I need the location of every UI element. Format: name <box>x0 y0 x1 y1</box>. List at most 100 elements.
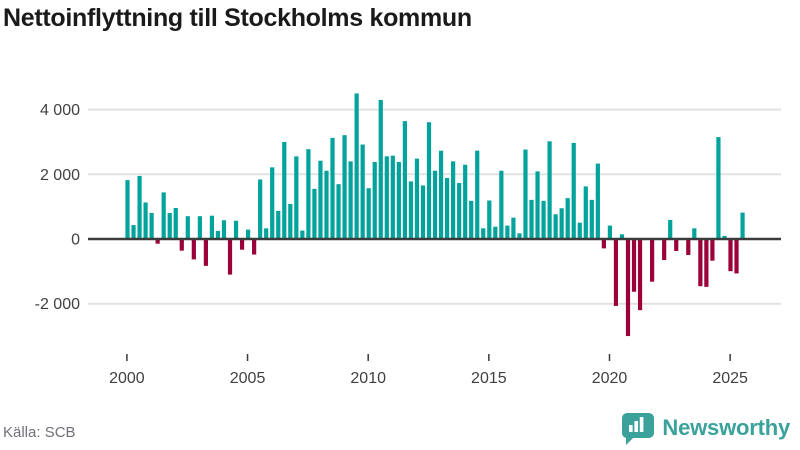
bar-2020-Q1 <box>607 225 612 239</box>
newsworthy-logo-link[interactable]: Newsworthy <box>620 410 790 446</box>
bar-2007-Q4 <box>312 188 317 239</box>
bar-2002-Q3 <box>185 216 190 239</box>
bar-2004-Q1 <box>221 220 227 239</box>
bar-2011-Q2 <box>396 162 401 239</box>
bar-2008-Q1 <box>318 160 323 239</box>
logo-exclamation-dot <box>640 428 644 432</box>
x-axis-label-2010: 2010 <box>350 370 386 387</box>
bar-2011-Q1 <box>390 155 395 239</box>
bar-2023-Q3 <box>692 228 697 239</box>
bar-2001-Q2 <box>155 239 160 244</box>
x-tick-2025 <box>729 354 731 361</box>
logo-bar-medium <box>634 421 639 432</box>
bar-2022-Q3 <box>668 219 673 239</box>
bar-2008-Q4 <box>336 184 341 239</box>
bar-2017-Q3 <box>547 141 552 239</box>
bar-2025-Q3 <box>740 212 745 239</box>
bar-2004-Q2 <box>227 239 233 275</box>
bar-2014-Q4 <box>481 228 486 239</box>
bar-2007-Q2 <box>300 230 305 239</box>
bar-2015-Q2 <box>493 226 498 239</box>
x-axis-label-2015: 2015 <box>471 370 507 387</box>
bar-2005-Q1 <box>246 229 251 239</box>
bar-2005-Q3 <box>258 179 263 239</box>
newsworthy-icon <box>622 413 655 445</box>
y-axis-label--2000: -2 000 <box>35 296 80 313</box>
y-axis-label-0: 0 <box>71 232 80 249</box>
bar-2021-Q1 <box>631 239 637 292</box>
bar-2014-Q3 <box>475 150 480 239</box>
bar-2014-Q2 <box>469 200 474 239</box>
bar-2002-Q1 <box>173 207 178 239</box>
bar-2005-Q2 <box>252 239 257 255</box>
bar-2018-Q3 <box>571 142 576 239</box>
bar-2002-Q2 <box>179 239 184 251</box>
bar-2001-Q3 <box>161 192 166 239</box>
x-tick-2005 <box>246 354 249 361</box>
bar-2005-Q4 <box>264 228 269 239</box>
bar-2010-Q4 <box>384 156 389 239</box>
bar-2011-Q4 <box>408 181 414 239</box>
bar-2003-Q1 <box>197 216 202 239</box>
bar-2015-Q1 <box>487 200 492 239</box>
bar-2024-Q4 <box>722 235 727 239</box>
bar-2013-Q4 <box>457 183 462 239</box>
bar-2004-Q4 <box>239 239 245 250</box>
bar-2019-Q4 <box>601 239 606 249</box>
logo-bar-tall <box>640 417 644 429</box>
bar-2003-Q2 <box>203 239 208 266</box>
bar-2016-Q1 <box>511 217 516 239</box>
bar-2016-Q4 <box>529 199 534 239</box>
source-note: Källa: SCB <box>3 424 76 441</box>
bar-2016-Q3 <box>523 149 528 239</box>
bar-2021-Q2 <box>637 239 643 311</box>
bar-2006-Q3 <box>282 141 287 239</box>
bar-2012-Q2 <box>420 185 426 239</box>
x-axis-label-2020: 2020 <box>592 370 628 387</box>
x-axis-label-2005: 2005 <box>230 370 266 387</box>
bar-2018-Q4 <box>577 222 582 239</box>
x-axis-label-2000: 2000 <box>109 370 145 387</box>
bar-2012-Q1 <box>414 158 420 239</box>
bar-2006-Q2 <box>276 210 281 239</box>
logo-bar-small <box>629 425 634 432</box>
bar-2011-Q3 <box>402 121 407 239</box>
bar-2009-Q3 <box>354 93 359 239</box>
bar-2009-Q2 <box>348 161 353 239</box>
bar-2012-Q4 <box>432 170 438 239</box>
bar-2021-Q4 <box>650 239 655 282</box>
bar-2024-Q3 <box>716 137 721 239</box>
bar-2013-Q2 <box>444 178 450 239</box>
bar-2010-Q1 <box>366 188 371 239</box>
bar-2013-Q1 <box>438 150 444 239</box>
bar-2015-Q4 <box>505 225 510 239</box>
bar-2019-Q2 <box>589 199 594 239</box>
bar-2016-Q2 <box>517 233 522 239</box>
bar-2000-Q4 <box>143 202 148 239</box>
bar-2025-Q1 <box>728 239 733 272</box>
bar-2002-Q4 <box>191 239 196 260</box>
bar-2020-Q3 <box>619 234 625 239</box>
bar-2007-Q1 <box>294 156 299 239</box>
chart-title: Nettoinflyttning till Stockholms kommun <box>3 4 472 32</box>
newsworthy-wordmark: Newsworthy <box>662 415 790 440</box>
bar-2023-Q2 <box>686 239 691 256</box>
bar-2020-Q2 <box>613 239 619 306</box>
bar-2009-Q1 <box>342 135 347 239</box>
bar-2019-Q3 <box>595 163 600 239</box>
x-tick-2000 <box>126 354 128 361</box>
y-axis-label-4000: 4 000 <box>40 102 80 119</box>
y-axis-label-2000: 2 000 <box>40 167 80 184</box>
bar-2017-Q1 <box>535 171 540 239</box>
x-axis-label-2025: 2025 <box>712 370 748 387</box>
bar-2001-Q4 <box>167 212 172 239</box>
bar-2018-Q2 <box>565 198 570 239</box>
bar-2006-Q4 <box>288 203 293 239</box>
bar-2022-Q4 <box>674 239 679 251</box>
bar-2023-Q4 <box>698 239 703 287</box>
bar-2009-Q4 <box>360 144 365 239</box>
bar-2001-Q1 <box>149 212 154 239</box>
bar-2008-Q3 <box>330 137 335 239</box>
bar-2025-Q2 <box>734 239 739 274</box>
bar-2004-Q3 <box>233 220 239 239</box>
